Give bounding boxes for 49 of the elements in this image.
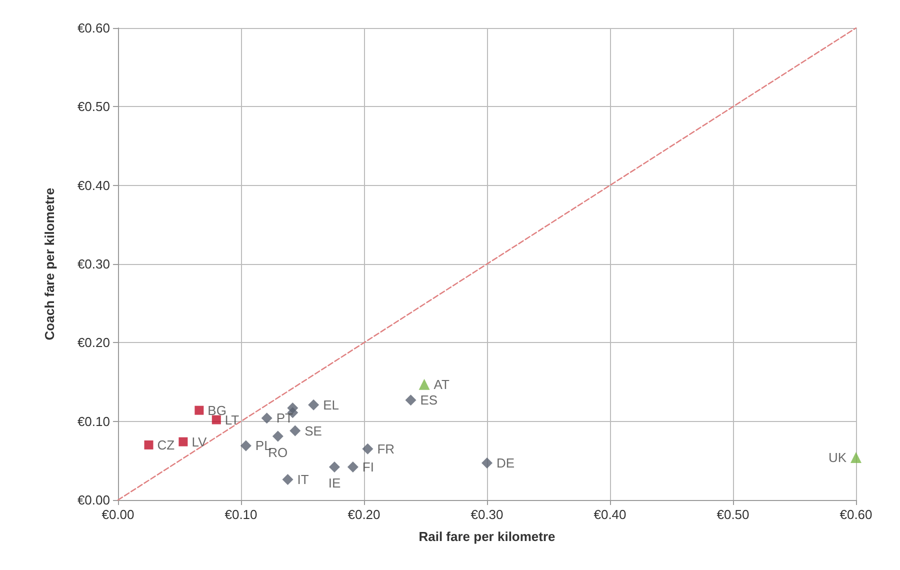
x-tick-label: €0.60 — [840, 507, 872, 522]
x-axis-title: Rail fare per kilometre — [418, 529, 556, 544]
y-tick-label: €0.20 — [77, 335, 110, 350]
data-label: IT — [297, 472, 309, 488]
y-tick-label: €0.60 — [77, 20, 110, 36]
y-tick-label: €0.30 — [77, 256, 110, 272]
data-label: CZ — [157, 437, 175, 452]
data-label: IE — [328, 475, 341, 490]
data-label: RO — [268, 444, 288, 460]
x-tick-label: €0.00 — [102, 507, 134, 522]
y-tick-label: €0.40 — [77, 178, 110, 193]
point — [347, 461, 358, 472]
point — [272, 430, 284, 442]
x-tick-label: €0.20 — [348, 507, 380, 522]
x-tick-label: €0.40 — [594, 507, 626, 522]
y-tick-label: €0.00 — [77, 492, 110, 508]
point — [482, 458, 492, 469]
point — [261, 412, 272, 424]
data-label: SE — [304, 423, 322, 438]
data-label: EL — [323, 397, 339, 412]
point — [144, 440, 154, 450]
point — [282, 474, 294, 486]
point — [194, 406, 204, 415]
data-label: BG — [208, 402, 226, 418]
y-axis-title: Coach fare per kilometre — [42, 188, 57, 340]
data-label: LT — [224, 412, 240, 428]
point — [418, 378, 430, 390]
data-label: UK — [828, 450, 847, 466]
y-tick-label: €0.50 — [77, 99, 110, 114]
point — [178, 437, 188, 446]
point — [328, 461, 340, 472]
x-tick-label: €0.10 — [224, 507, 258, 522]
point — [290, 425, 301, 436]
x-tick-label: €0.30 — [470, 507, 504, 522]
point — [850, 452, 862, 464]
point — [362, 443, 374, 454]
point — [405, 394, 416, 406]
y-tick-label: €0.10 — [77, 414, 110, 429]
point — [212, 415, 221, 424]
data-label: PT — [276, 410, 293, 426]
data-label: ES — [420, 392, 438, 408]
point — [308, 399, 320, 410]
data-label: DE — [496, 456, 515, 471]
data-label: LV — [192, 434, 207, 450]
data-label: AT — [434, 376, 450, 392]
x-tick-label: €0.50 — [716, 507, 750, 522]
data-label: FI — [362, 459, 374, 474]
data-label: FR — [377, 441, 395, 456]
point — [240, 440, 252, 452]
